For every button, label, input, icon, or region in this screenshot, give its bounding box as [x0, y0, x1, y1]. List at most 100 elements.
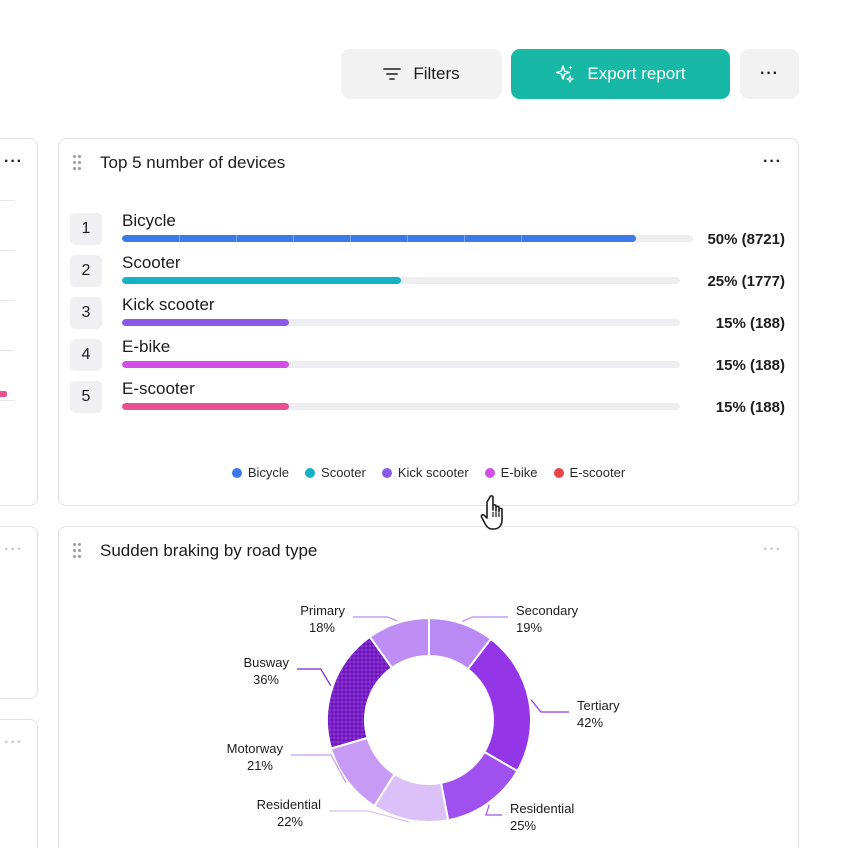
legend-dot [553, 467, 564, 478]
slice-connector [530, 699, 569, 713]
slice-label: Residential [510, 801, 574, 816]
bar-track [122, 319, 680, 326]
top5-devices-card: Top 5 number of devices ··· 1 Bicycle 50% … [58, 138, 799, 506]
card-title: Sudden braking by road type [100, 541, 318, 560]
bar-segment-divider [236, 235, 237, 242]
export-report-label: Export report [587, 64, 686, 83]
rank-value: 15% (188) [715, 315, 785, 332]
slice-label: Busway [243, 655, 289, 670]
rank-value: 25% (1777) [707, 273, 785, 290]
gridline [0, 250, 15, 251]
bar-fill[interactable] [122, 361, 289, 368]
hand-cursor-icon [480, 495, 503, 530]
bar-segment-divider [521, 235, 522, 242]
filters-button[interactable]: Filters [341, 49, 502, 99]
bar-segment-divider [407, 235, 408, 242]
bar-fill[interactable] [122, 235, 636, 242]
slice-label: Primary [300, 603, 345, 618]
card-menu-button[interactable]: ··· [763, 541, 782, 558]
legend-label: E-scooter [569, 465, 626, 480]
slice-label: Secondary [516, 603, 579, 618]
more-icon: ··· [760, 65, 779, 82]
rank-badge: 2 [70, 255, 102, 287]
left-card-partial: ··· [0, 526, 38, 699]
slice-connector [353, 616, 398, 622]
legend-item[interactable]: E-scooter [553, 465, 626, 480]
legend-item[interactable]: Bicycle [231, 465, 290, 480]
slice-connector [462, 616, 508, 623]
slice-label: Motorway [227, 741, 284, 756]
slice-value-label: 19% [516, 620, 542, 635]
donut-slice[interactable] [466, 637, 532, 773]
rank-label: E-bike [122, 337, 171, 356]
legend-item[interactable]: Scooter [305, 465, 366, 480]
gridline [0, 200, 15, 201]
slice-connector [329, 810, 410, 823]
donut-chart: Secondary 19% Tertiary 42% Residential 25% Res… [227, 603, 620, 833]
slice-value-label: 42% [577, 715, 603, 730]
bar-fill[interactable] [122, 403, 289, 410]
legend-item[interactable]: Kick scooter [381, 465, 469, 480]
card-menu-button[interactable]: ··· [4, 734, 23, 751]
legend-label: E-bike [500, 465, 538, 480]
rank-label: Scooter [122, 253, 181, 272]
filter-icon [383, 68, 402, 80]
slice-label: Tertiary [577, 698, 620, 713]
card-title: Top 5 number of devices [100, 153, 286, 172]
drag-handle-icon[interactable] [73, 543, 81, 559]
gridline [0, 350, 15, 351]
legend-item[interactable]: E-bike [484, 465, 538, 480]
gridline [0, 300, 15, 301]
rank-value: 15% (188) [715, 357, 785, 374]
slice-value-label: 21% [247, 758, 273, 773]
card-menu-button[interactable]: ··· [763, 153, 782, 170]
chart-legend: Bicycle Scooter Kick scooter E-bike E-scoote… [59, 465, 798, 480]
rank-badge: 5 [70, 381, 102, 413]
rank-badge: 3 [70, 297, 102, 329]
legend-label: Scooter [321, 465, 366, 480]
export-report-button[interactable]: Export report [511, 49, 730, 99]
gridline [0, 400, 15, 401]
slice-connector [485, 804, 502, 816]
bar-segment-divider [464, 235, 465, 242]
legend-dot [305, 467, 316, 478]
legend-label: Kick scooter [397, 465, 469, 480]
card-menu-button[interactable]: ··· [4, 153, 23, 170]
rank-badge: 4 [70, 339, 102, 371]
slice-connector [291, 754, 347, 783]
left-card-partial: ··· [0, 719, 38, 848]
bar-segment-divider [293, 235, 294, 242]
bar-track [122, 361, 680, 368]
bar-track [122, 403, 680, 410]
rank-label: Kick scooter [122, 295, 215, 314]
filters-label: Filters [413, 64, 460, 83]
slice-label: Residential [257, 797, 321, 812]
bar-track [122, 235, 693, 242]
bar-segment-divider [350, 235, 351, 242]
bar-segment-divider [179, 235, 180, 242]
rank-label: Bicycle [122, 211, 176, 230]
bar-fill[interactable] [122, 319, 289, 326]
slice-value-label: 18% [309, 620, 335, 635]
slice-value-label: 25% [510, 818, 536, 833]
slice-value-label: 22% [277, 814, 303, 829]
sparkle-icon [556, 65, 574, 83]
bar-track [122, 277, 680, 284]
slice-connector [297, 668, 332, 687]
legend-dot [231, 467, 242, 478]
rank-value: 50% (8721) [707, 231, 785, 248]
slice-value-label: 36% [253, 672, 279, 687]
sudden-braking-card: Sudden braking by road type ··· Secondar… [58, 526, 799, 848]
left-card-partial: ··· [0, 138, 38, 506]
rank-label: E-scooter [122, 379, 195, 398]
more-options-button[interactable]: ··· [740, 49, 799, 99]
legend-dot [381, 467, 392, 478]
rank-badge: 1 [70, 213, 102, 245]
bar-fill[interactable] [122, 277, 401, 284]
card-menu-button[interactable]: ··· [4, 541, 23, 558]
donut-slice[interactable] [368, 616, 430, 670]
partial-bar [0, 391, 7, 397]
legend-label: Bicycle [247, 465, 290, 480]
drag-handle-icon[interactable] [73, 155, 81, 171]
legend-dot [484, 467, 495, 478]
